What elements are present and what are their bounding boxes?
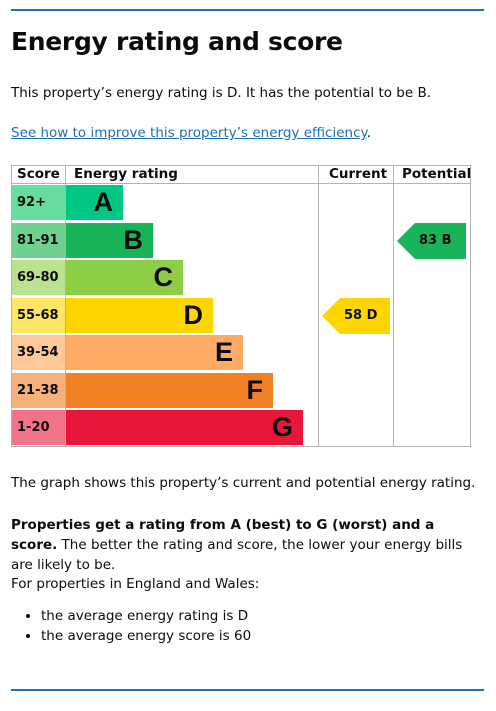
page-title: Energy rating and score [11,27,343,56]
potential-rating-marker-shape [397,222,466,259]
current-rating-marker-shape [322,297,390,334]
header-energy-rating: Energy rating [74,166,178,182]
band-letter-c: C [153,262,174,292]
column-divider [318,165,319,447]
band-score-f: 21-38 [12,372,65,408]
band-score-d: 55-68 [12,297,65,333]
regions-intro: For properties in England and Wales: [11,576,260,592]
header-divider [11,183,471,184]
chart-frame [11,165,471,447]
band-bar-a: A [66,185,123,220]
band-letter-g: G [271,412,293,442]
averages-list: the average energy rating is D the avera… [11,606,251,646]
top-divider [11,9,484,11]
band-bar-b: B [66,222,153,258]
scale-explanation-bold: Properties get a rating from A (best) to… [11,517,435,553]
band-letter-e: E [214,337,233,367]
scale-explanation-rest: The better the rating and score, the low… [11,537,463,573]
band-letter-a: A [93,187,114,217]
band-score-b: 81-91 [12,222,65,258]
band-bar-f: F [66,372,273,408]
energy-rating-chart: Score Energy rating Current Potential 92… [11,165,471,447]
potential-rating-marker: 83 B [397,222,466,259]
list-item: the average energy score is 60 [41,626,251,646]
band-bar-e: E [66,335,243,370]
column-divider [65,165,66,447]
link-suffix: . [366,125,371,141]
graph-caption: The graph shows this property’s current … [11,475,476,491]
header-potential: Potential [402,166,472,182]
current-rating-marker: 58 D [322,297,390,334]
rating-summary: This property’s energy rating is D. It h… [11,85,432,101]
improve-efficiency-link[interactable]: See how to improve this property’s energ… [11,125,367,141]
list-item: the average energy rating is D [41,606,251,626]
bottom-divider [11,689,484,691]
band-bar-g: G [66,410,303,445]
band-bar-c: C [66,260,183,295]
band-score-c: 69-80 [12,260,65,295]
column-divider [393,165,394,447]
header-score: Score [17,166,60,182]
band-letter-b: B [123,224,144,255]
band-letter-f: F [246,374,264,405]
current-rating-marker-label: 58 D [344,307,378,323]
potential-rating-marker-label: 83 B [419,232,452,248]
improve-link-paragraph: See how to improve this property’s energ… [11,123,481,143]
header-current: Current [329,166,388,182]
band-letter-d: D [183,299,204,330]
band-score-g: 1-20 [12,410,65,445]
band-score-e: 39-54 [12,335,65,370]
band-bar-d: D [66,297,213,333]
band-score-a: 92+ [12,185,65,220]
scale-explanation: Properties get a rating from A (best) to… [11,515,481,575]
